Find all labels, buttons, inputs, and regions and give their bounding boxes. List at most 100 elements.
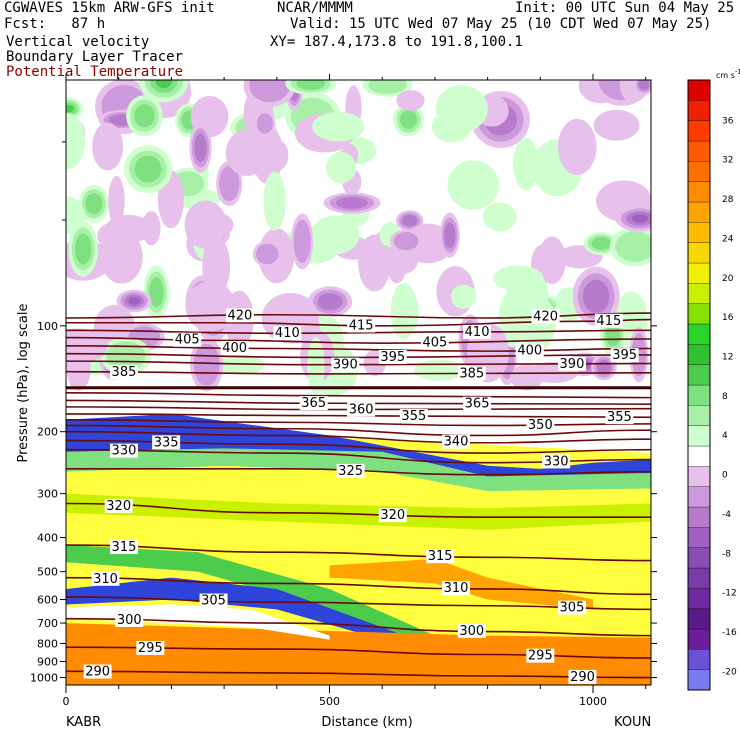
- theta-label-bg: [526, 648, 555, 663]
- w-blob: [386, 243, 407, 284]
- colorbar-swatch: [687, 649, 711, 670]
- w-blob: [557, 118, 597, 176]
- colorbar-label: 36: [722, 116, 734, 126]
- theta-contour-400: [66, 345, 651, 352]
- colorbar-swatch: [687, 100, 711, 121]
- init-time: Init: 00 UTC Sun 04 May 25: [515, 0, 735, 16]
- theta-contours: [66, 312, 651, 679]
- theta-label-410: 410: [275, 326, 300, 341]
- w-blob-core: [605, 323, 621, 347]
- w-blob: [265, 139, 289, 171]
- theta-label-405: 405: [423, 335, 448, 350]
- x-tick-label: 0: [63, 695, 70, 708]
- tracer-orange-low: [66, 623, 651, 685]
- theta-contour-420: [66, 312, 651, 319]
- y-tick-label: 500: [37, 566, 58, 579]
- colorbar-swatch: [687, 161, 711, 182]
- colorbar-swatch: [687, 222, 711, 243]
- theta-contour-labels: 420 420 415 415 410 410 405 405 400 400 395 395 390 3…: [83, 308, 639, 685]
- theta-contour-360: [66, 406, 651, 411]
- w-blob: [100, 230, 143, 284]
- y-tick-label: 400: [37, 532, 58, 545]
- colorbar-label: 12: [722, 352, 733, 362]
- theta-label-305: 305: [201, 594, 226, 609]
- theta-label-bg: [568, 669, 597, 684]
- x-tick-label: 500: [319, 695, 340, 708]
- theta-label-420: 420: [228, 308, 253, 323]
- colorbar-swatch: [687, 608, 711, 630]
- colorbar-swatch: [687, 364, 711, 386]
- theta-label-bg: [109, 365, 138, 380]
- colorbar-swatch: [687, 506, 711, 528]
- colorbar-label: -8: [722, 549, 731, 559]
- tracer-blue: [66, 413, 651, 478]
- theta-label-bg: [152, 435, 181, 450]
- colorbar-swatch: [687, 181, 711, 203]
- y-tick-label: 1000: [30, 672, 58, 685]
- colorbar-swatch: [687, 445, 711, 467]
- w-blob: [396, 90, 425, 111]
- w-blob-core: [317, 293, 343, 311]
- theta-label-320: 320: [380, 508, 405, 523]
- theta-label-bg: [557, 600, 586, 615]
- theta-label-395: 395: [612, 348, 637, 363]
- tracer-green-tongue: [66, 545, 435, 648]
- upper-vertical-velocity-blobs: [66, 80, 651, 396]
- w-blob-core: [401, 214, 418, 227]
- theta-contour-315: [66, 544, 651, 562]
- theta-label-bg: [199, 593, 228, 608]
- field-boundary-layer-tracer: Boundary Layer Tracer: [6, 49, 184, 65]
- w-blob: [263, 171, 286, 231]
- colorbar-swatch: [687, 527, 711, 548]
- w-blob: [493, 265, 544, 292]
- theta-label-bg: [610, 348, 639, 363]
- w-blob: [185, 281, 236, 332]
- theta-label-310: 310: [93, 572, 118, 587]
- w-blob: [326, 151, 357, 184]
- theta-label-390: 390: [560, 357, 585, 372]
- colorbar-swatch: [687, 628, 711, 650]
- w-blob: [498, 290, 527, 348]
- theta-label-415: 415: [349, 318, 374, 333]
- theta-contour-355: [66, 413, 651, 419]
- x-endpoint-end: KOUN: [614, 715, 651, 730]
- theta-label-bg: [220, 340, 249, 355]
- colorbar-swatch: [687, 588, 711, 609]
- w-blob-core: [134, 104, 155, 128]
- theta-label-bg: [594, 313, 623, 328]
- w-blob: [447, 160, 499, 210]
- w-blob: [225, 129, 268, 177]
- field-potential-temperature: Potential Temperature: [6, 64, 184, 80]
- colorbar: 36 32 28 24 20 16 12 8 4 0 -4 -8 -12 -16 -20 cm s-1: [687, 68, 740, 691]
- w-blob-core: [393, 232, 419, 251]
- colorbar-units-sup: -1: [735, 68, 740, 76]
- plot-frame: [65, 79, 652, 686]
- theta-contour-370: [66, 391, 651, 399]
- theta-label-bg: [463, 396, 492, 411]
- theta-label-400: 400: [517, 343, 542, 358]
- theta-label-290: 290: [85, 665, 110, 680]
- field-vertical-velocity: Vertical velocity: [6, 34, 150, 50]
- theta-label-bg: [442, 434, 470, 449]
- theta-label-295: 295: [528, 649, 553, 664]
- theta-label-bg: [557, 356, 586, 371]
- w-blob-core: [134, 155, 162, 183]
- theta-label-bg: [542, 454, 571, 469]
- theta-label-bg: [420, 335, 449, 350]
- valid-time: Valid: 15 UTC Wed 07 May 25 (10 CDT Wed …: [290, 16, 712, 32]
- theta-label-330: 330: [544, 454, 569, 469]
- colorbar-label: 32: [722, 156, 733, 166]
- theta-label-310: 310: [444, 581, 469, 596]
- theta-label-bg: [225, 308, 254, 323]
- w-blob: [414, 359, 464, 381]
- w-blob: [390, 282, 418, 340]
- theta-label-295: 295: [138, 641, 163, 656]
- forecast-hour: Fcst: 87 h: [4, 16, 106, 32]
- theta-contour-295: [66, 646, 651, 659]
- colorbar-swatch: [687, 120, 711, 142]
- theta-label-bg: [109, 540, 138, 555]
- theta-contour-405: [66, 336, 651, 344]
- colorbar-label: 28: [722, 195, 734, 205]
- theta-label-395: 395: [380, 350, 405, 365]
- theta-label-365: 365: [465, 397, 490, 412]
